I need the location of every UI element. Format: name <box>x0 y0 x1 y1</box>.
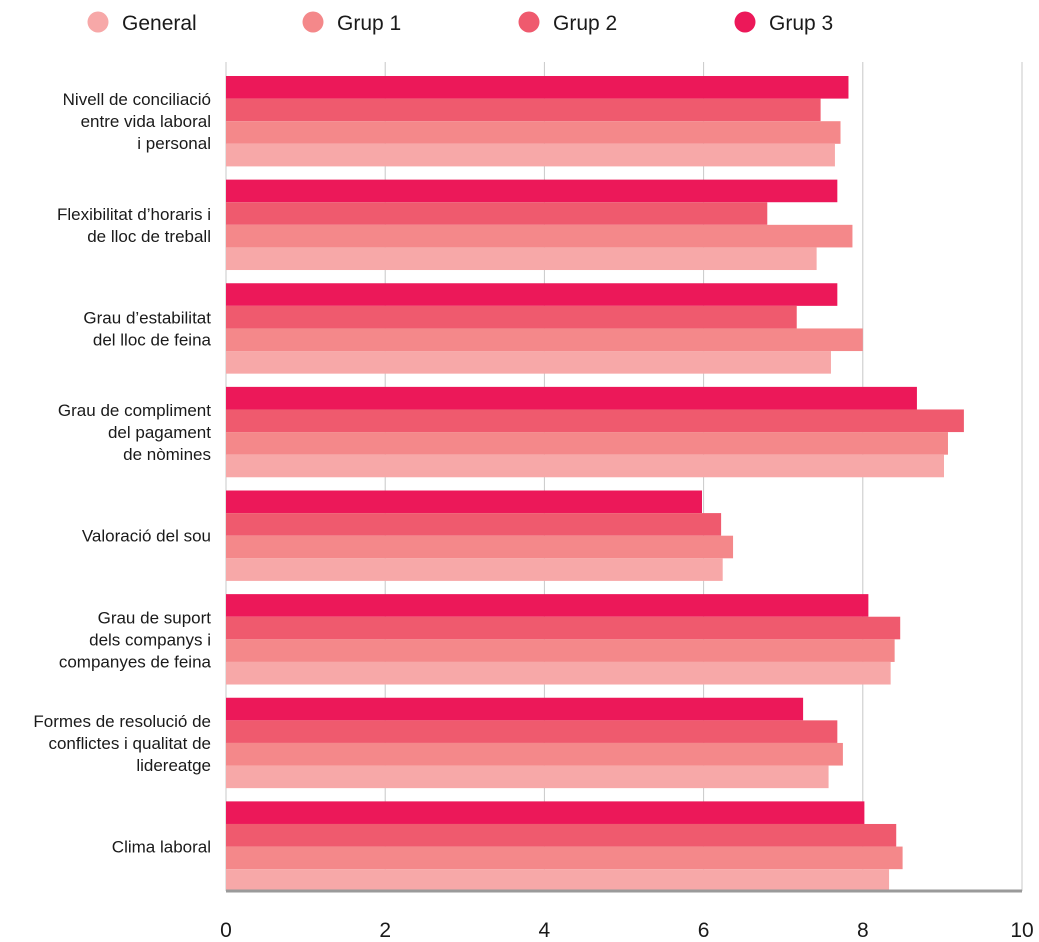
category-label: Formes de resolució de <box>33 712 211 731</box>
legend-label-grup-2: Grup 2 <box>553 12 617 35</box>
category-label: dels companys i <box>89 630 211 649</box>
bar-general-4 <box>226 558 723 581</box>
x-tick-label: 2 <box>379 919 391 942</box>
category-label: Clima laboral <box>112 838 211 857</box>
category-label: Grau d’estabilitat <box>83 308 211 327</box>
x-tick-label: 6 <box>698 919 710 942</box>
category-label: Grau de compliment <box>58 401 211 420</box>
legend-label-grup-1: Grup 1 <box>337 12 401 35</box>
legend-swatch-grup-2 <box>518 11 540 33</box>
bar-grup-3-5 <box>226 594 869 617</box>
category-label: entre vida laboral <box>81 112 211 131</box>
bar-grup-3-6 <box>226 697 804 721</box>
bar-grup-2-6 <box>226 720 838 743</box>
legend-swatch-grup-3 <box>734 11 756 33</box>
category-label: de nòmines <box>123 445 211 464</box>
category-label: del pagament <box>108 423 211 442</box>
bar-grup-1-7 <box>226 846 903 870</box>
bar-grup-1-0 <box>226 121 841 144</box>
bar-grup-2-7 <box>226 823 897 847</box>
bar-grup-1-5 <box>226 639 895 662</box>
category-label: companyes de feina <box>59 652 212 671</box>
bar-general-2 <box>226 351 831 374</box>
bar-grup-1-4 <box>226 535 734 559</box>
category-label: Valoració del sou <box>82 527 211 546</box>
bar-grup-3-1 <box>226 179 838 203</box>
legend-swatch-general <box>87 11 109 33</box>
bar-grup-2-2 <box>226 305 797 329</box>
bar-grup-1-6 <box>226 742 843 766</box>
x-tick-label: 0 <box>220 919 232 942</box>
bar-grup-3-7 <box>226 801 865 824</box>
category-label: i personal <box>137 134 211 153</box>
category-label: Flexibilitat d’horaris i <box>57 205 211 224</box>
bar-grup-2-4 <box>226 513 722 536</box>
bar-general-7 <box>226 869 890 892</box>
bar-general-3 <box>226 454 944 478</box>
bar-grup-2-5 <box>226 616 901 640</box>
category-labels: Nivell de conciliació entre vida laboral i… <box>33 90 211 856</box>
legend-label-grup-3: Grup 3 <box>769 12 833 35</box>
bar-general-6 <box>226 765 829 789</box>
category-label: del lloc de feina <box>93 330 212 349</box>
category-label: Grau de suport <box>98 608 212 627</box>
bars <box>226 76 964 892</box>
category-label: conflictes i qualitat de <box>48 734 211 753</box>
category-label: lidereatge <box>136 756 211 775</box>
bar-grup-1-2 <box>226 328 863 352</box>
bar-general-1 <box>226 247 817 271</box>
bar-grup-1-3 <box>226 432 948 455</box>
legend-label-general: General <box>122 12 197 35</box>
x-tick-label: 8 <box>857 919 869 942</box>
bar-grup-3-2 <box>226 283 838 306</box>
legend-swatch-grup-1 <box>302 11 324 33</box>
x-tick-label: 10 <box>1010 919 1033 942</box>
bar-general-5 <box>226 661 891 685</box>
category-label: Nivell de conciliació <box>63 90 211 109</box>
category-label: de lloc de treball <box>87 227 211 246</box>
bar-grup-2-3 <box>226 409 964 433</box>
bar-grup-3-4 <box>226 490 703 514</box>
legend: General Grup 1 Grup 2 Grup 3 <box>87 11 833 35</box>
bar-grup-3-0 <box>226 76 849 99</box>
bar-general-0 <box>226 143 835 167</box>
bar-grup-2-1 <box>226 202 768 225</box>
x-axis-tick-labels: 0 2 4 6 8 10 <box>220 919 1034 942</box>
x-tick-label: 4 <box>539 919 551 942</box>
bar-grup-3-3 <box>226 386 917 410</box>
bar-grup-1-1 <box>226 224 853 248</box>
bar-grup-2-0 <box>226 98 821 122</box>
